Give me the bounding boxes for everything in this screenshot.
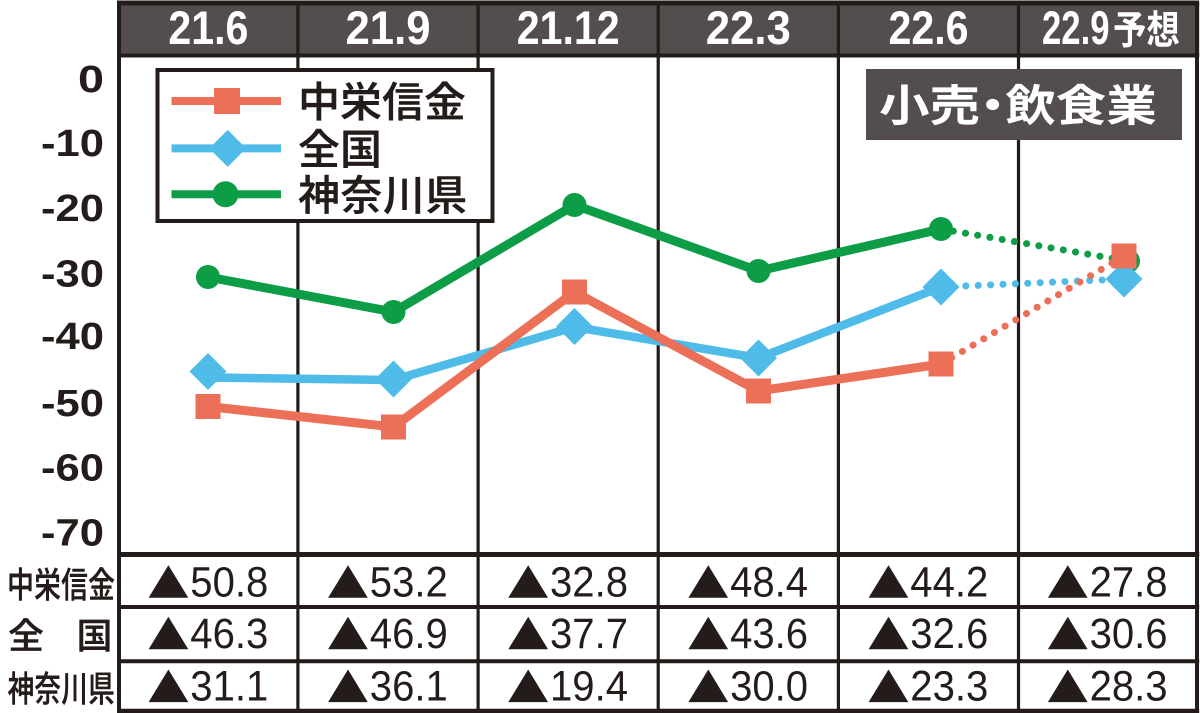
svg-text:22.9: 22.9 [1042,1,1110,54]
svg-text:-70: -70 [41,513,104,555]
svg-text:50.8: 50.8 [190,558,268,606]
svg-text:30.0: 30.0 [730,663,808,711]
svg-text:53.2: 53.2 [370,558,448,606]
svg-text:30.6: 30.6 [1090,610,1168,658]
svg-text:-40: -40 [41,316,104,358]
svg-text:-20: -20 [41,188,104,230]
svg-text:28.3: 28.3 [1090,663,1168,711]
svg-text:21.6: 21.6 [168,1,248,54]
svg-text:22.6: 22.6 [889,1,969,54]
svg-text:-60: -60 [41,448,104,490]
svg-text:21.9: 21.9 [346,1,431,54]
svg-text:46.3: 46.3 [190,610,268,658]
svg-text:-30: -30 [41,254,104,296]
svg-text:0: 0 [78,59,104,101]
svg-text:43.6: 43.6 [730,610,808,658]
svg-text:23.3: 23.3 [910,663,988,711]
svg-text:-10: -10 [41,123,104,165]
svg-text:36.1: 36.1 [370,663,448,711]
svg-text:32.6: 32.6 [910,610,988,658]
svg-text:31.1: 31.1 [190,663,268,711]
svg-text:21.12: 21.12 [517,1,620,54]
svg-text:-50: -50 [41,383,104,425]
svg-text:46.9: 46.9 [370,610,448,658]
svg-text:32.8: 32.8 [550,558,628,606]
svg-text:44.2: 44.2 [910,558,988,606]
svg-text:48.4: 48.4 [730,558,808,606]
svg-text:19.4: 19.4 [550,663,628,711]
svg-text:22.3: 22.3 [706,1,791,54]
svg-text:27.8: 27.8 [1090,558,1168,606]
svg-text:37.7: 37.7 [550,610,628,658]
